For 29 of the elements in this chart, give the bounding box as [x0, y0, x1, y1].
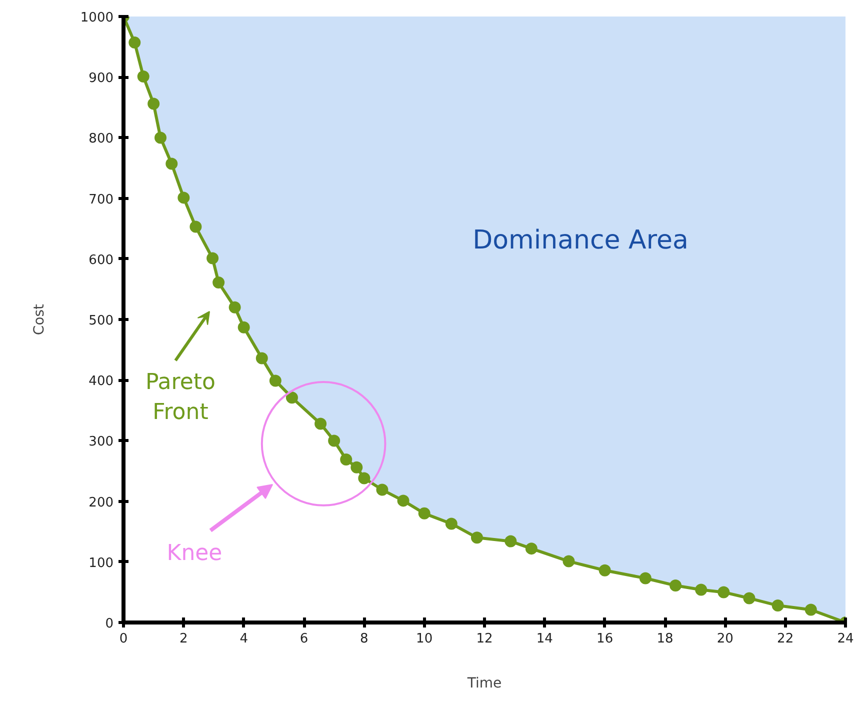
- y-tick-label: 200: [88, 495, 114, 510]
- x-tick-label: 8: [360, 632, 368, 646]
- y-tick-label: 500: [88, 314, 114, 328]
- x-tick-label: 6: [300, 632, 308, 646]
- x-tick-label: 4: [240, 632, 248, 646]
- x-tick-label: 22: [777, 632, 794, 646]
- y-axis-title: Cost: [31, 303, 48, 336]
- y-tick-label: 600: [88, 252, 114, 268]
- y-tick-label: 0: [105, 616, 114, 632]
- y-tick-label: 1000: [80, 10, 114, 26]
- x-tick-label: 20: [716, 632, 734, 646]
- x-tick-label: 0: [119, 632, 128, 646]
- annotation: Dominance Area: [472, 226, 688, 256]
- y-tick-label: 300: [88, 434, 114, 450]
- y-tick-label: 700: [88, 192, 114, 208]
- annotation: Pareto Front: [146, 370, 216, 425]
- annotation: Knee: [166, 541, 222, 566]
- x-tick-label: 18: [656, 632, 674, 646]
- y-tick-label: 800: [88, 132, 114, 147]
- y-tick-label: 400: [88, 374, 114, 390]
- x-tick-label: 14: [536, 632, 553, 646]
- x-tick-label: 10: [416, 632, 433, 646]
- x-tick-label: 24: [837, 632, 854, 646]
- x-tick-label: 12: [476, 632, 493, 646]
- y-tick-label: 100: [88, 556, 114, 571]
- x-tick-label: 16: [596, 632, 614, 646]
- y-tick-label: 900: [88, 71, 114, 86]
- x-tick-label: 2: [180, 632, 188, 646]
- x-axis-title: Time: [466, 676, 502, 692]
